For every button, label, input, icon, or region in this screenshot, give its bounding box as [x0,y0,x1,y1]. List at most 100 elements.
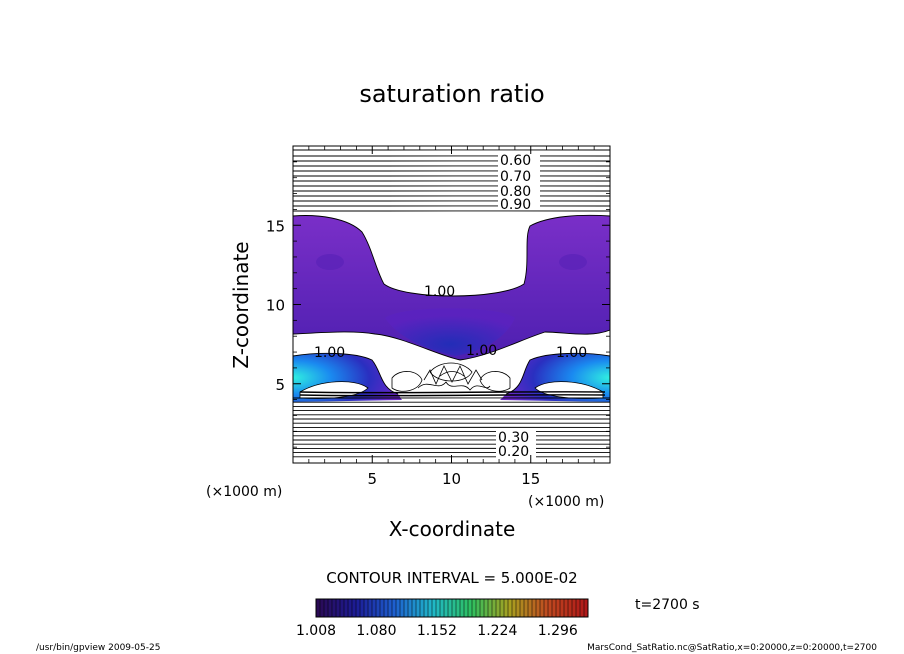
upper-contour-line [293,155,610,157]
contour-label-020: 0.20 [498,444,529,460]
colorbar-cell [448,599,453,617]
footer-right: MarsCond_SatRatio.nc@SatRatio,x=0:20000,… [587,643,877,653]
upper-contour-line [293,205,610,207]
contour-label-100-d: 1.00 [556,345,587,361]
colorbar-cell [424,599,429,617]
y-tick-label: 15 [266,217,285,235]
y-axis-label: Z-coordinate [229,241,253,368]
lower-contour-line [293,430,610,433]
left-pocket-contour [299,381,369,399]
colorbar-cell [400,599,405,617]
contour-interval: CONTOUR INTERVAL = 5.000E-02 [326,569,577,587]
lower-contour-line [293,439,610,441]
colorbar-cell [580,599,585,617]
x-tick-label: 15 [521,470,540,488]
upper-contour-line [293,200,610,202]
colorbar-cell [320,599,325,617]
upper-contour-line [293,170,610,172]
y-axis-ticks: 5 10 15 [266,161,610,448]
lower-contour-line [293,414,610,416]
lower-contour-line [293,397,610,399]
lower-contour-line [293,405,610,408]
colorbar-cell [316,599,321,617]
colorbar-cell [348,599,353,617]
upper-contour-line [293,180,610,182]
colorbar-cell [568,599,573,617]
contour-label-100-a: 1.00 [424,284,455,300]
colorbar-cell [508,599,513,617]
colorbar-tick-label: 1.296 [538,623,578,639]
saturation-contours [293,214,610,395]
time-label: t=2700 s [635,597,700,613]
colorbar-cell [452,599,457,617]
upper-left-pocket [316,254,344,270]
colorbar-tick-label: 1.008 [296,623,336,639]
colorbar-cell [548,599,553,617]
colorbar-cell [416,599,421,617]
lower-contour-line [293,435,610,437]
colorbar-cell [496,599,501,617]
colorbar-cell [544,599,549,617]
upper-contour-line [293,190,610,192]
colorbar-cell [512,599,517,617]
colorbar-cell [524,599,529,617]
upper-contour-line [293,195,610,197]
colorbar-cell [432,599,437,617]
colorbar-cell [336,599,341,617]
lower-contour-lines [293,391,610,458]
x-axis-ticks: 5 10 15 [308,146,595,488]
lower-contour-line [293,456,610,458]
lower-contour-line [293,451,610,454]
colorbar-cell [556,599,561,617]
colorbar-cell [532,599,537,617]
colorbar-cell [332,599,337,617]
upper-contour-line [293,175,610,177]
colorbar-cell [352,599,357,617]
colorbar-ticks: 1.008 1.080 1.152 1.224 1.296 [296,623,578,639]
colorbar-cell [516,599,521,617]
central-turbulence [391,362,511,392]
colorbar-cell [328,599,333,617]
x-unit-right: (×1000 m) [528,494,604,510]
colorbar-cell [584,599,589,617]
upper-contour-line [293,149,610,151]
colorbar-cell [540,599,545,617]
x-tick-label: 10 [442,470,461,488]
colorbar-cell [324,599,329,617]
upper-contour-line [293,210,610,212]
upper-contour-line [293,185,610,187]
colorbar-cell [420,599,425,617]
lower-contour-line [293,447,610,450]
colorbar-cell [488,599,493,617]
colorbar-cell [436,599,441,617]
colorbar-cell [360,599,365,617]
colorbar-cell [392,599,397,617]
contour-label-100-b: 1.00 [314,345,345,361]
colorbar-cell [428,599,433,617]
colorbar-cell [408,599,413,617]
colorbar-cell [520,599,525,617]
colorbar-frame [315,598,589,618]
colorbar-cell [484,599,489,617]
colorbar-cell [536,599,541,617]
colorbar-cell [404,599,409,617]
colorbar-cell [464,599,469,617]
x-unit-left: (×1000 m) [206,484,282,500]
chart-title: saturation ratio [359,80,544,108]
colorbar-cell [500,599,505,617]
lower-contour-line [293,443,610,445]
colorbar-cell [396,599,401,617]
y-tick-label: 10 [266,297,285,315]
dense-contour-line [299,391,606,394]
colorbar-tick-label: 1.080 [356,623,396,639]
colorbar-cell [344,599,349,617]
x-tick-label: 5 [367,470,377,488]
contour-label-060: 0.60 [500,153,531,169]
colorbar-cell [380,599,385,617]
contour-label-100-c: 1.00 [466,343,497,359]
supersaturation-region [293,215,610,360]
colorbar-tick-label: 1.224 [477,623,517,639]
colorbar-cell [528,599,533,617]
colorbar-cell [472,599,477,617]
colorbar-cell [356,599,361,617]
